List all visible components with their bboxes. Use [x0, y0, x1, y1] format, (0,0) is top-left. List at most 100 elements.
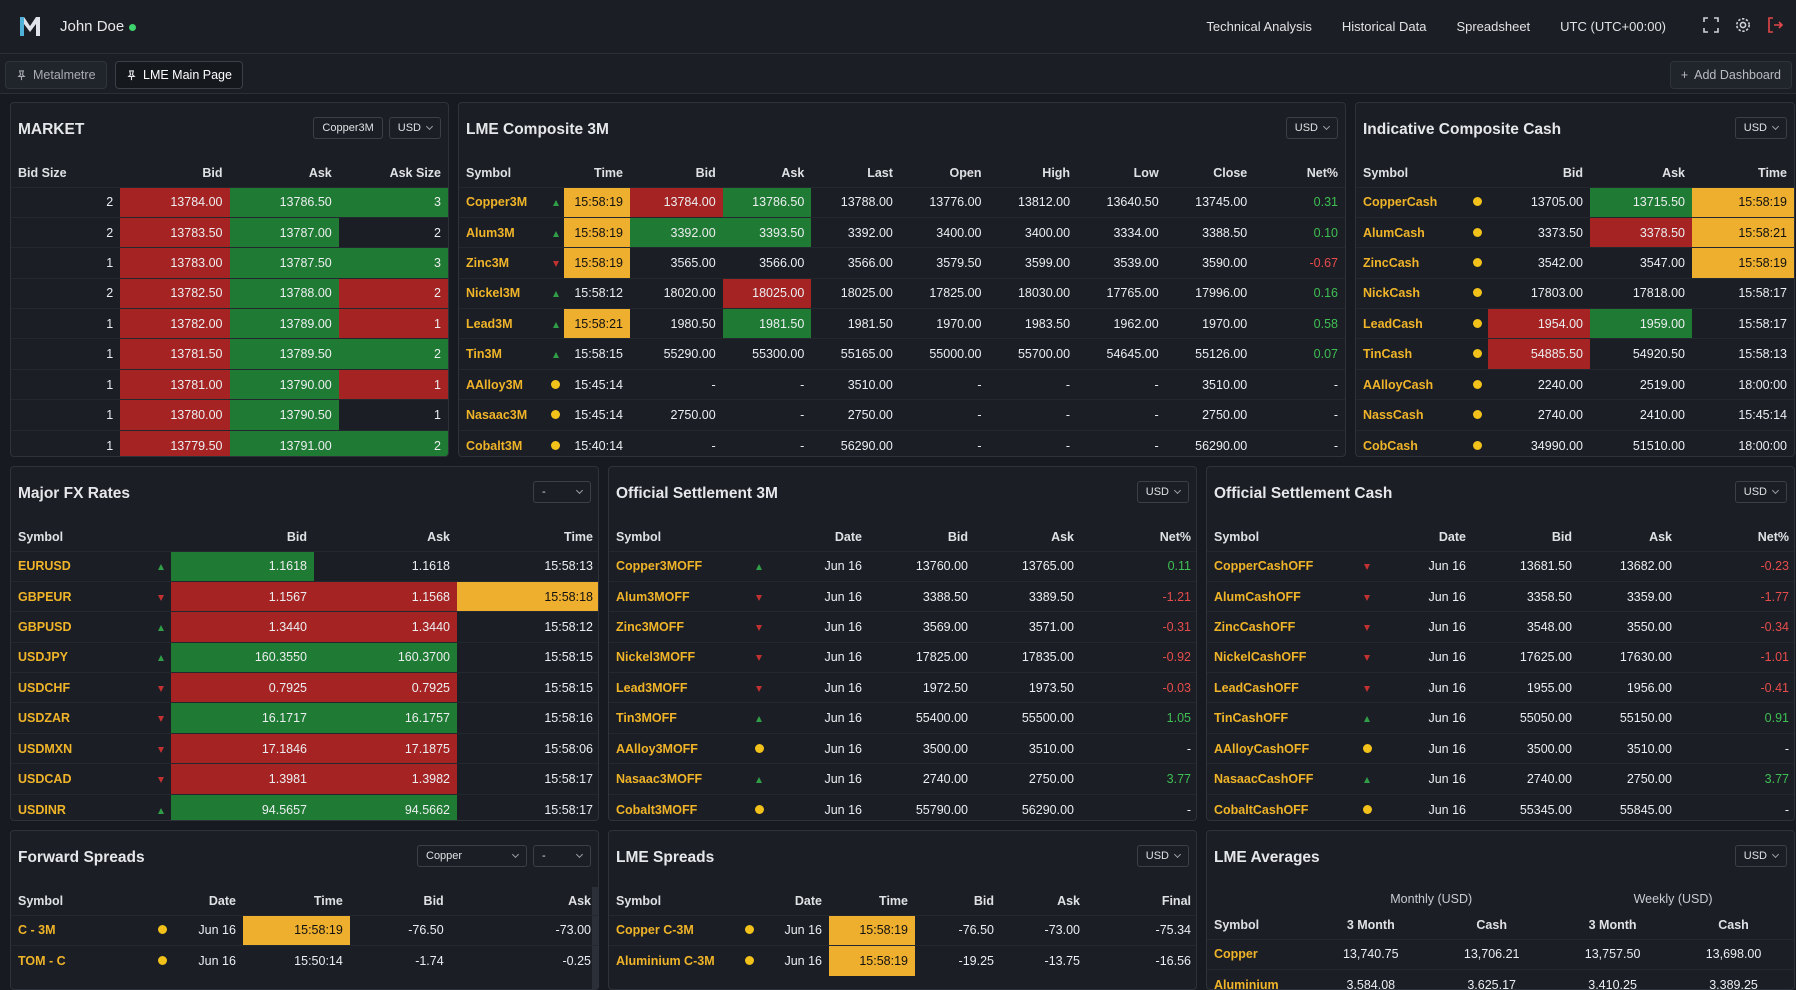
fx-filter-select[interactable]: -: [533, 481, 591, 503]
table-row[interactable]: Tin3M 15:58:15 55290.00 55300.00 55165.00 550…: [459, 338, 1345, 370]
column-header[interactable]: Ask: [1051, 529, 1074, 544]
table-row[interactable]: AlumCashOFF Jun 16 3358.50 3359.00 -1.77: [1207, 580, 1794, 612]
table-row[interactable]: Lead3M 15:58:21 1980.50 1981.50 1981.50 1970.…: [459, 308, 1345, 339]
table-row[interactable]: EURUSD 1.1618 1.1618 15:58:13: [11, 550, 598, 582]
column-header[interactable]: Date: [834, 529, 862, 544]
column-header[interactable]: Symbol: [1363, 165, 1409, 180]
table-row[interactable]: Alum3M 15:58:19 3392.00 3393.50 3392.00 3400.…: [459, 216, 1345, 248]
table-row[interactable]: NassCash 2740.00 2410.00 15:45:14: [1356, 399, 1794, 431]
column-header[interactable]: Ask: [1662, 165, 1685, 180]
table-row[interactable]: LeadCash 1954.00 1959.00 15:58:17: [1356, 308, 1794, 339]
add-dashboard-button[interactable]: + Add Dashboard: [1669, 61, 1792, 89]
table-row[interactable]: Copper C-3M Jun 16 15:58:19 -76.50 -73.00 -75…: [609, 914, 1196, 946]
table-row[interactable]: Zinc3MOFF Jun 16 3569.00 3571.00 -0.31: [609, 611, 1196, 643]
table-row[interactable]: 1 13780.00 13790.50 1: [11, 399, 448, 431]
table-row[interactable]: Lead3MOFF Jun 16 1972.50 1973.50 -0.03: [609, 672, 1196, 703]
column-header[interactable]: Bid: [286, 529, 307, 544]
column-header[interactable]: Cash: [1476, 917, 1507, 932]
table-row[interactable]: USDCHF 0.7925 0.7925 15:58:15: [11, 672, 598, 703]
column-header[interactable]: Bid: [1562, 165, 1583, 180]
column-header[interactable]: Symbol: [616, 893, 662, 908]
table-row[interactable]: ZincCashOFF Jun 16 3548.00 3550.00 -0.34: [1207, 611, 1794, 643]
table-row[interactable]: CopperCashOFF Jun 16 13681.50 13682.00 -0.23: [1207, 550, 1794, 582]
nav-spreadsheet[interactable]: Spreadsheet: [1456, 19, 1531, 34]
column-header[interactable]: Ask Size: [389, 165, 441, 180]
table-row[interactable]: CopperCash 13705.00 13715.50 15:58:19: [1356, 186, 1794, 218]
table-row[interactable]: AAlloyCashOFF Jun 16 3500.00 3510.00-: [1207, 732, 1794, 764]
table-row[interactable]: USDCAD 1.3981 1.3982 15:58:17: [11, 763, 598, 795]
user-name[interactable]: John Doe: [60, 18, 137, 35]
column-header[interactable]: [1466, 159, 1488, 187]
currency-select[interactable]: USD: [1734, 117, 1787, 139]
table-row[interactable]: 2 13782.50 13788.00 2: [11, 277, 448, 309]
column-header[interactable]: Bid: [947, 529, 968, 544]
table-row[interactable]: TinCash 54885.50 54920.50 15:58:13: [1356, 338, 1794, 370]
currency-select[interactable]: USD: [1136, 845, 1189, 867]
column-header[interactable]: Ask: [1057, 893, 1080, 908]
table-row[interactable]: USDJPY 160.3550 160.3700 15:58:15: [11, 641, 598, 673]
column-header[interactable]: Bid: [202, 165, 223, 180]
column-header[interactable]: Net%: [1159, 529, 1191, 544]
column-header[interactable]: Low: [1133, 165, 1159, 180]
logout-icon[interactable]: [1766, 16, 1784, 34]
column-header[interactable]: Symbol: [1214, 917, 1260, 932]
column-header[interactable]: Symbol: [466, 165, 512, 180]
column-header[interactable]: Net%: [1757, 529, 1789, 544]
currency-select[interactable]: USD: [1285, 117, 1338, 139]
table-row[interactable]: AAlloyCash 2240.00 2519.00 18:00:00: [1356, 368, 1794, 400]
column-header[interactable]: Bid: [695, 165, 716, 180]
column-header[interactable]: Time: [594, 165, 623, 180]
table-row[interactable]: C - 3M Jun 16 15:58:19 -76.50 -73.00: [11, 914, 598, 946]
column-header[interactable]: Bid Size: [18, 165, 67, 180]
column-header[interactable]: [152, 887, 172, 915]
column-header[interactable]: Date: [794, 893, 822, 908]
table-row[interactable]: 2 13783.50 13787.00 2: [11, 216, 448, 248]
column-header[interactable]: Cash: [1718, 917, 1749, 932]
column-header[interactable]: 3 Month: [1588, 917, 1637, 932]
column-header[interactable]: Time: [564, 529, 593, 544]
column-header[interactable]: Time: [879, 893, 908, 908]
table-row[interactable]: USDZAR 16.1717 16.1757 15:58:16: [11, 702, 598, 734]
table-row[interactable]: Cobalt3M 15:40:14- -56290.00- - -56290.00-: [459, 429, 1345, 456]
tenor-select[interactable]: -: [533, 845, 591, 867]
table-row[interactable]: Nickel3M 15:58:12 18020.00 18025.00 18025.00…: [459, 277, 1345, 309]
nav-technical-analysis[interactable]: Technical Analysis: [1206, 19, 1312, 34]
table-row[interactable]: AAlloy3MOFF Jun 16 3500.00 3510.00-: [609, 732, 1196, 764]
column-header[interactable]: Symbol: [18, 529, 64, 544]
currency-select[interactable]: USD: [388, 117, 441, 139]
table-row[interactable]: NickelCashOFF Jun 16 17625.00 17630.00 -1.01: [1207, 641, 1794, 673]
table-row[interactable]: GBPEUR 1.1567 1.1568 15:58:18: [11, 580, 598, 612]
table-row[interactable]: Zinc3M 15:58:19 3565.00 3566.00 3566.00 3579.…: [459, 247, 1345, 279]
table-row[interactable]: CobCash 34990.00 51510.00 18:00:00: [1356, 429, 1794, 456]
currency-select[interactable]: USD: [1734, 481, 1787, 503]
table-row[interactable]: Nasaac3M 15:45:14 2750.00-2750.00- - -2750.0…: [459, 399, 1345, 431]
column-header[interactable]: Ask: [427, 529, 450, 544]
column-header[interactable]: Ask: [1649, 529, 1672, 544]
column-header[interactable]: Date: [1438, 529, 1466, 544]
table-row[interactable]: 1 13782.00 13789.00 1: [11, 308, 448, 339]
column-header[interactable]: [739, 887, 759, 915]
column-header[interactable]: Symbol: [1214, 529, 1260, 544]
table-row[interactable]: Aluminium 3,584.08 3,625.17 3,410.25 3,389.2…: [1207, 968, 1794, 989]
table-row[interactable]: Cobalt3MOFF Jun 16 55790.00 56290.00-: [609, 793, 1196, 820]
column-header[interactable]: Open: [949, 165, 982, 180]
table-row[interactable]: NickCash 17803.00 17818.00 15:58:17: [1356, 277, 1794, 309]
table-row[interactable]: 1 13781.00 13790.00 1: [11, 368, 448, 400]
table-row[interactable]: GBPUSD 1.3440 1.3440 15:58:12: [11, 611, 598, 643]
column-header[interactable]: Bid: [973, 893, 994, 908]
table-row[interactable]: USDINR 94.5657 94.5662 15:58:17: [11, 793, 598, 820]
column-header[interactable]: [548, 159, 564, 187]
table-row[interactable]: 1 13781.50 13789.50 2: [11, 338, 448, 370]
table-row[interactable]: Copper3MOFF Jun 16 13760.00 13765.00 0.11: [609, 550, 1196, 582]
app-logo[interactable]: [18, 14, 42, 38]
tab-lme-main-page[interactable]: LME Main Page: [115, 61, 243, 89]
gear-icon[interactable]: [1734, 16, 1752, 34]
table-row[interactable]: TinCashOFF Jun 16 55050.00 55150.00 0.91: [1207, 702, 1794, 734]
table-row[interactable]: Nickel3MOFF Jun 16 17825.00 17835.00 -0.92: [609, 641, 1196, 673]
table-row[interactable]: Tin3MOFF Jun 16 55400.00 55500.00 1.05: [609, 702, 1196, 734]
table-row[interactable]: Aluminium C-3M Jun 16 15:58:19 -19.25 -13.75…: [609, 944, 1196, 976]
table-row[interactable]: LeadCashOFF Jun 16 1955.00 1956.00 -0.41: [1207, 672, 1794, 703]
currency-select[interactable]: USD: [1136, 481, 1189, 503]
column-header[interactable]: Time: [313, 893, 343, 908]
column-header[interactable]: Net%: [1306, 165, 1338, 180]
